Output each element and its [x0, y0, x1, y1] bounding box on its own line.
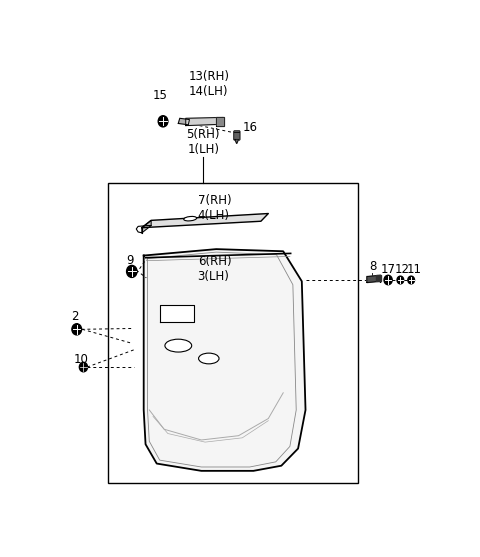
- Polygon shape: [178, 118, 190, 125]
- Text: 17: 17: [381, 263, 396, 276]
- Text: 11: 11: [407, 263, 421, 276]
- Text: 15: 15: [153, 89, 168, 102]
- Ellipse shape: [199, 353, 219, 364]
- Bar: [108, 183, 358, 483]
- Circle shape: [127, 266, 137, 277]
- Text: 16: 16: [242, 121, 257, 134]
- Text: 12: 12: [395, 263, 410, 276]
- Text: 13(RH)
14(LH): 13(RH) 14(LH): [188, 70, 229, 97]
- Polygon shape: [235, 139, 239, 144]
- Ellipse shape: [184, 217, 197, 221]
- Text: 5(RH)
1(LH): 5(RH) 1(LH): [186, 128, 220, 155]
- Circle shape: [158, 116, 168, 127]
- Circle shape: [79, 363, 87, 372]
- Circle shape: [72, 324, 82, 335]
- Text: 9: 9: [126, 254, 134, 267]
- Polygon shape: [142, 221, 151, 233]
- Polygon shape: [142, 213, 268, 228]
- Polygon shape: [144, 249, 305, 471]
- Text: 2: 2: [71, 310, 79, 323]
- Polygon shape: [186, 118, 224, 125]
- Circle shape: [408, 276, 415, 284]
- Text: 7(RH)
4(LH): 7(RH) 4(LH): [198, 194, 231, 222]
- Polygon shape: [376, 275, 381, 281]
- Text: 10: 10: [74, 353, 89, 366]
- Text: 6(RH)
3(LH): 6(RH) 3(LH): [198, 255, 231, 282]
- Circle shape: [397, 276, 404, 284]
- Polygon shape: [160, 305, 194, 322]
- Circle shape: [384, 275, 392, 285]
- Polygon shape: [216, 118, 224, 125]
- FancyBboxPatch shape: [234, 131, 240, 140]
- Ellipse shape: [165, 339, 192, 352]
- Polygon shape: [367, 275, 381, 282]
- Text: 8: 8: [369, 260, 376, 273]
